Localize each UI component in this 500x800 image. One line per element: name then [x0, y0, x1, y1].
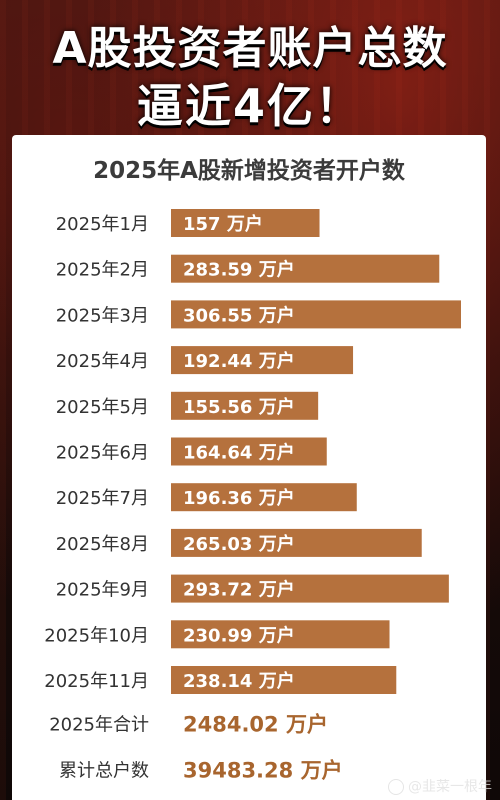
- chart-title: 2025年A股新增投资者开户数: [93, 158, 405, 184]
- category-label: 2025年10月: [44, 625, 149, 646]
- category-label: 2025年8月: [56, 534, 149, 555]
- bar: [171, 254, 440, 283]
- bar: [171, 300, 461, 329]
- bar: [171, 209, 320, 237]
- summary-value: 2484.02 万户: [183, 713, 328, 737]
- bar-value-label: 293.72 万户: [183, 579, 295, 601]
- bar: [171, 437, 327, 466]
- category-label: 2025年1月: [56, 214, 149, 235]
- summary-label: 累计总户数: [59, 761, 149, 782]
- bar-value-label: 164.64 万户: [183, 442, 295, 464]
- category-label: 2025年6月: [56, 443, 149, 464]
- bar-value-label: 306.55 万户: [183, 304, 295, 326]
- bar-value-label: 192.44 万户: [183, 350, 295, 372]
- bar-value-label: 283.59 万户: [183, 259, 295, 281]
- watermark: @韭菜一根年: [388, 776, 492, 796]
- summary-label: 2025年合计: [49, 715, 149, 736]
- bar-chart: 2025年1月 157 万户 2025年2月 283.59 万户 2025年3月 306.…: [44, 209, 461, 783]
- bar-value-label: 196.36 万户: [183, 487, 295, 509]
- category-label: 2025年7月: [56, 488, 149, 509]
- headline-line-1: A股投资者账户总数: [52, 23, 448, 74]
- summary-value: 39483.28 万户: [183, 759, 343, 783]
- category-label: 2025年4月: [56, 351, 149, 372]
- bar: [171, 346, 354, 375]
- bar-value-label: 155.56 万户: [183, 396, 295, 418]
- category-label: 2025年3月: [56, 305, 149, 326]
- bar-value-label: 265.03 万户: [183, 533, 295, 555]
- bar: [171, 391, 319, 420]
- category-label: 2025年5月: [56, 397, 149, 418]
- chart-card: 2025年A股新增投资者开户数 2025年1月 157 万户 2025年2月 283.…: [12, 135, 486, 800]
- category-label: 2025年2月: [56, 260, 149, 281]
- bar: [171, 666, 397, 694]
- category-label: 2025年11月: [44, 671, 149, 692]
- headline-line-2: 逼近4亿！: [136, 79, 363, 133]
- bar: [171, 620, 390, 649]
- weibo-icon: [388, 779, 404, 795]
- bar: [171, 483, 357, 512]
- watermark-text: @韭菜一根年: [408, 779, 492, 795]
- bar-value-label: 230.99 万户: [183, 624, 295, 646]
- category-label: 2025年9月: [56, 580, 149, 601]
- bar: [171, 574, 449, 603]
- bar-value-label: 157 万户: [183, 213, 263, 235]
- bar-value-label: 238.14 万户: [183, 670, 295, 692]
- bar: [171, 528, 422, 557]
